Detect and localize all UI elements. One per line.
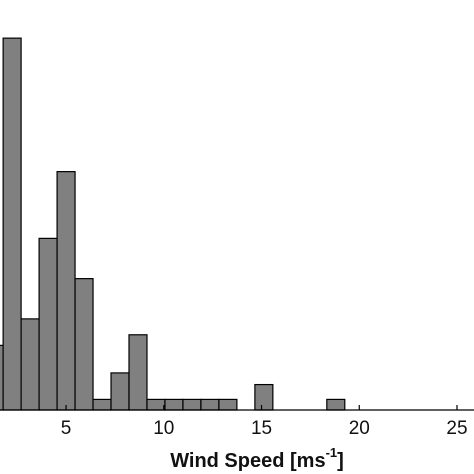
bar bbox=[92, 398, 112, 411]
bar bbox=[128, 334, 148, 411]
x-tick-label: 20 bbox=[349, 418, 370, 439]
x-label-superscript: -1 bbox=[326, 445, 338, 460]
x-tick-label: 10 bbox=[153, 418, 174, 439]
bar bbox=[254, 383, 274, 411]
bar bbox=[218, 398, 238, 411]
bar bbox=[56, 171, 76, 411]
x-axis-label: Wind Speed [ms-1] bbox=[170, 445, 344, 472]
x-tick-label: 25 bbox=[446, 418, 467, 439]
bar bbox=[200, 398, 220, 411]
bar bbox=[164, 398, 184, 411]
bar bbox=[38, 237, 58, 411]
bar bbox=[2, 37, 22, 411]
bar bbox=[182, 398, 202, 411]
bar bbox=[74, 278, 94, 411]
bar bbox=[146, 398, 166, 411]
bar bbox=[326, 398, 346, 411]
x-label-text: Wind Speed [ms bbox=[170, 450, 325, 472]
x-label-suffix: ] bbox=[337, 450, 344, 472]
bar bbox=[20, 318, 40, 411]
x-tick-label: 15 bbox=[251, 418, 272, 439]
bar bbox=[110, 372, 130, 411]
x-tick-label: 5 bbox=[61, 418, 72, 439]
